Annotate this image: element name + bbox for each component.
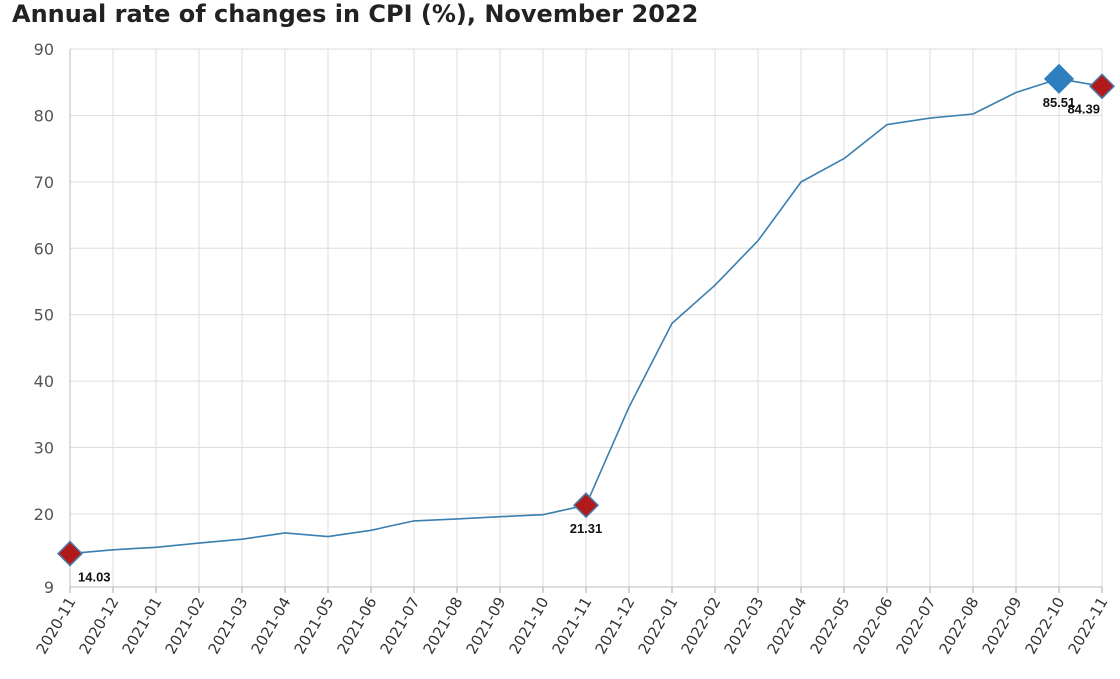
chart-title: Annual rate of changes in CPI (%), Novem… xyxy=(12,0,699,28)
y-tick-label: 60 xyxy=(34,239,54,258)
data-label: 21.31 xyxy=(570,521,603,536)
y-tick-label: 70 xyxy=(34,173,54,192)
y-tick-label: 40 xyxy=(34,372,54,391)
y-tick-label: 9 xyxy=(44,578,54,597)
x-tick-label: 2022-08 xyxy=(936,594,983,657)
x-tick-label: 2021-04 xyxy=(248,594,295,657)
x-tick-label: 2020-11 xyxy=(33,594,80,657)
data-label: 85.51 xyxy=(1043,95,1076,110)
y-tick-label: 80 xyxy=(34,106,54,125)
x-tick-label: 2021-03 xyxy=(205,594,252,657)
y-tick-label: 50 xyxy=(34,306,54,325)
x-tick-label: 2022-06 xyxy=(850,594,897,657)
x-tick-label: 2022-05 xyxy=(807,594,854,657)
data-label: 14.03 xyxy=(78,570,111,585)
x-tick-label: 2022-02 xyxy=(678,594,725,657)
y-axis-ticks: 9 20 30 40 50 60 70 80 90 xyxy=(34,40,54,597)
x-tick-label: 2022-10 xyxy=(1022,594,1069,657)
x-tick-label: 2022-11 xyxy=(1065,594,1112,657)
x-tick-label: 2021-11 xyxy=(549,594,596,657)
x-tick-label: 2021-07 xyxy=(377,594,424,657)
x-tick-label: 2022-09 xyxy=(979,594,1026,657)
highlight-markers xyxy=(56,63,1116,567)
x-tick-label: 2022-01 xyxy=(635,594,682,657)
y-tick-label: 20 xyxy=(34,505,54,524)
y-tick-label: 90 xyxy=(34,40,54,59)
x-tick-label: 2021-10 xyxy=(506,594,553,657)
data-point-marker xyxy=(1088,73,1116,100)
x-tick-label: 2021-12 xyxy=(592,594,639,657)
x-tick-label: 2021-08 xyxy=(420,594,467,657)
x-tick-label: 2020-12 xyxy=(76,594,123,657)
x-tick-label: 2021-01 xyxy=(119,594,166,657)
x-tick-label: 2021-06 xyxy=(334,594,381,657)
data-point-marker xyxy=(572,492,600,519)
axes xyxy=(69,49,1103,593)
x-tick-label: 2021-09 xyxy=(463,594,510,657)
data-label: 84.39 xyxy=(1067,101,1100,116)
x-tick-label: 2022-07 xyxy=(893,594,940,657)
y-tick-label: 30 xyxy=(34,439,54,458)
x-tick-label: 2021-05 xyxy=(291,594,338,657)
x-tick-label: 2022-03 xyxy=(721,594,768,657)
x-tick-label: 2022-04 xyxy=(764,594,811,657)
x-axis-ticks: 2020-112020-122021-012021-022021-032021-… xyxy=(33,594,1112,657)
data-point-marker xyxy=(56,540,84,567)
x-tick-label: 2021-02 xyxy=(162,594,209,657)
data-point-marker xyxy=(1043,63,1075,94)
